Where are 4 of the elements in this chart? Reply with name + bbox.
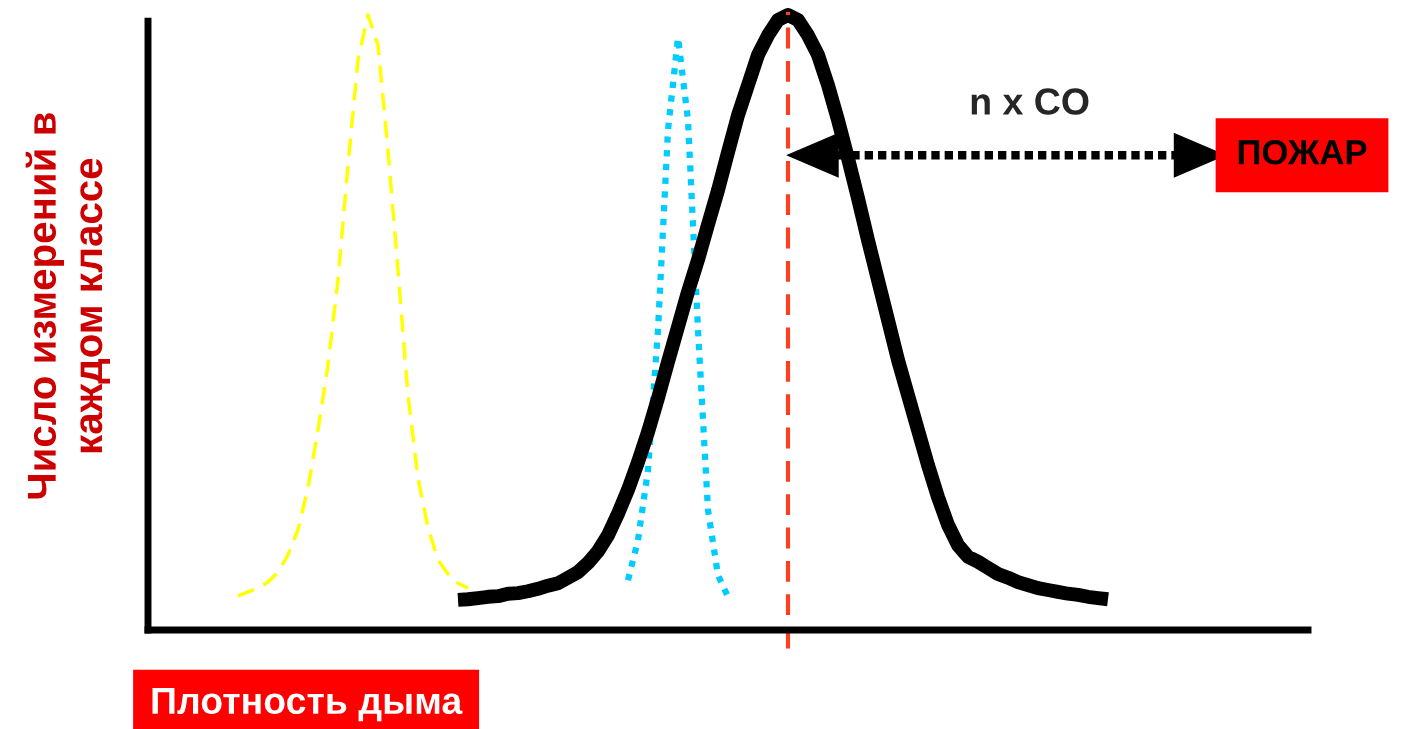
x-axis-title: Плотность дыма	[152, 687, 463, 722]
y-axis-title: Число измерений в каждом классе	[25, 113, 110, 499]
annotation: n x CO	[971, 88, 1089, 115]
annotation: ПОЖАР	[1238, 139, 1367, 165]
